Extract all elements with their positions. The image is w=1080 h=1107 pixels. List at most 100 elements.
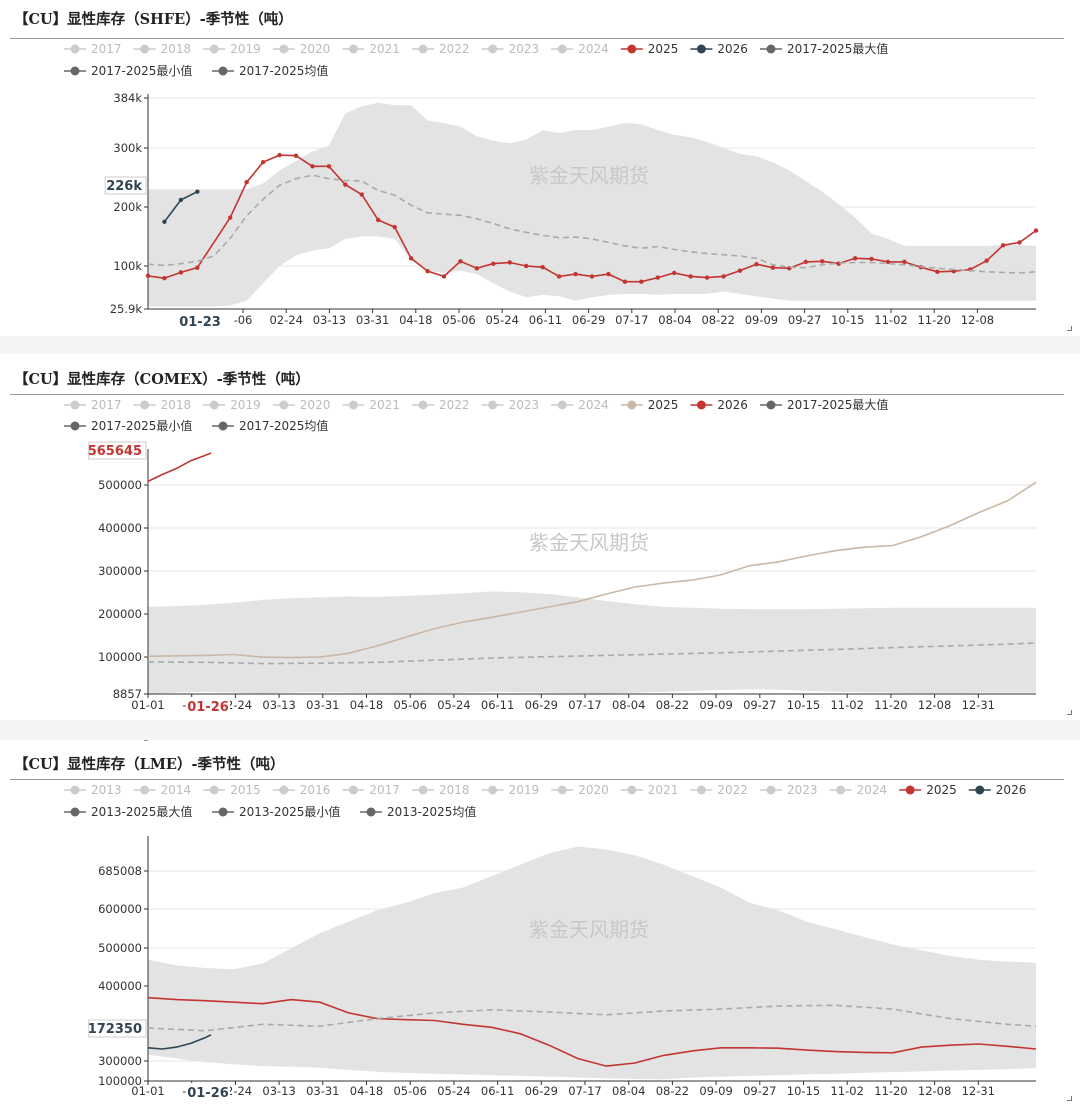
legend-dot-icon[interactable] <box>766 44 776 54</box>
x-highlight-bg <box>186 1083 230 1099</box>
legend-item[interactable]: 2017 <box>91 42 122 56</box>
legend-item[interactable]: 2022 <box>439 42 470 56</box>
legend-dot-icon[interactable] <box>218 66 228 76</box>
legend-dot-icon[interactable] <box>627 400 637 410</box>
legend-dot-icon[interactable] <box>488 44 498 54</box>
legend-item[interactable]: 2021 <box>648 783 679 797</box>
legend-dot-icon[interactable] <box>418 44 428 54</box>
legend-dot-icon[interactable] <box>418 400 428 410</box>
resize-corner-icon[interactable] <box>1067 326 1072 331</box>
legend-dot-icon[interactable] <box>140 400 150 410</box>
legend-dot-icon[interactable] <box>766 400 776 410</box>
legend-dot-icon[interactable] <box>627 785 637 795</box>
legend-item[interactable]: 2014 <box>161 783 192 797</box>
legend-item[interactable]: 2017-2025最小值 <box>91 63 192 78</box>
legend-dot-icon[interactable] <box>557 44 567 54</box>
legend-item[interactable]: 2020 <box>300 398 331 412</box>
legend-dot-icon[interactable] <box>488 400 498 410</box>
legend-item[interactable]: 2013-2025最小值 <box>239 804 340 819</box>
legend-dot-icon[interactable] <box>366 807 376 817</box>
resize-corner-icon[interactable] <box>1067 710 1072 715</box>
legend-item[interactable]: 2020 <box>300 42 331 56</box>
legend-dot-icon[interactable] <box>209 44 219 54</box>
data-point <box>639 279 644 284</box>
legend-dot-icon[interactable] <box>348 785 358 795</box>
legend-dot-icon[interactable] <box>209 400 219 410</box>
legend-item[interactable]: 2022 <box>717 783 748 797</box>
legend-dot-icon[interactable] <box>905 785 915 795</box>
legend-item[interactable]: 2019 <box>230 42 261 56</box>
legend-dot-icon[interactable] <box>348 400 358 410</box>
legend-item[interactable]: 2016 <box>300 783 331 797</box>
legend-item[interactable]: 2013-2025均值 <box>387 804 476 819</box>
legend-dot-icon[interactable] <box>140 785 150 795</box>
legend-item[interactable]: 2021 <box>369 42 400 56</box>
legend-item[interactable]: 2017-2025均值 <box>239 418 328 433</box>
legend-dot-icon[interactable] <box>70 66 80 76</box>
legend-item[interactable]: 2026 <box>717 42 748 56</box>
legend-item[interactable]: 2024 <box>578 398 609 412</box>
legend-item[interactable]: 2024 <box>578 42 609 56</box>
legend-dot-icon[interactable] <box>70 400 80 410</box>
legend-dot-icon[interactable] <box>279 785 289 795</box>
legend-dot-icon[interactable] <box>70 807 80 817</box>
legend-item[interactable]: 2026 <box>996 783 1027 797</box>
legend-dot-icon[interactable] <box>348 44 358 54</box>
legend-item[interactable]: 2013-2025最大值 <box>91 804 192 819</box>
legend-dot-icon[interactable] <box>696 400 706 410</box>
data-point <box>178 270 184 275</box>
legend-dot-icon[interactable] <box>70 44 80 54</box>
data-point <box>145 273 151 279</box>
legend-item[interactable]: 2020 <box>578 783 609 797</box>
legend-dot-icon[interactable] <box>627 44 637 54</box>
legend-item[interactable]: 2024 <box>857 783 888 797</box>
legend-dot-icon[interactable] <box>557 785 567 795</box>
legend-item[interactable]: 2018 <box>439 783 470 797</box>
legend-dot-icon[interactable] <box>836 785 846 795</box>
legend-dot-icon[interactable] <box>140 44 150 54</box>
legend-dot-icon[interactable] <box>279 44 289 54</box>
legend-dot-icon[interactable] <box>488 785 498 795</box>
data-point <box>984 258 989 263</box>
legend-dot-icon[interactable] <box>70 421 80 431</box>
x-tick-label: 10-15 <box>787 1084 820 1098</box>
x-tick-label: 10-15 <box>787 698 820 712</box>
legend-dot-icon[interactable] <box>70 785 80 795</box>
legend-dot-icon[interactable] <box>209 785 219 795</box>
legend-item[interactable]: 2019 <box>509 783 540 797</box>
legend-item[interactable]: 2025 <box>926 783 957 797</box>
legend-item[interactable]: 2013 <box>91 783 122 797</box>
legend-dot-icon[interactable] <box>696 785 706 795</box>
legend-item[interactable]: 2017-2025最大值 <box>787 41 888 56</box>
legend-item[interactable]: 2017-2025最小值 <box>91 418 192 433</box>
legend-dot-icon[interactable] <box>696 44 706 54</box>
legend-item[interactable]: 2017 <box>91 398 122 412</box>
legend-dot-icon[interactable] <box>975 785 985 795</box>
legend-item[interactable]: 2021 <box>369 398 400 412</box>
legend-item[interactable]: 2017-2025最大值 <box>787 397 888 412</box>
legend-dot-icon[interactable] <box>218 807 228 817</box>
legend-dot-icon[interactable] <box>766 785 776 795</box>
legend-item[interactable]: 2017 <box>369 783 400 797</box>
legend-item[interactable]: 2015 <box>230 783 261 797</box>
legend-item[interactable]: 2023 <box>787 783 818 797</box>
legend-item[interactable]: 2022 <box>439 398 470 412</box>
legend-item[interactable]: 2026 <box>717 398 748 412</box>
legend-item[interactable]: 2018 <box>161 42 192 56</box>
resize-corner-icon[interactable] <box>1067 1096 1072 1101</box>
legend-dot-icon[interactable] <box>218 421 228 431</box>
legend-dot-icon[interactable] <box>418 785 428 795</box>
legend-item[interactable]: 2017-2025均值 <box>239 63 328 78</box>
legend-item[interactable]: 2023 <box>509 398 540 412</box>
legend-item[interactable]: 2025 <box>648 42 679 56</box>
legend-dot-icon[interactable] <box>279 400 289 410</box>
legend-item[interactable]: 2018 <box>161 398 192 412</box>
legend-item[interactable]: 2023 <box>509 42 540 56</box>
legend-dot-icon[interactable] <box>557 400 567 410</box>
title-divider <box>10 38 1064 39</box>
x-tick-label: 06-29 <box>572 313 605 327</box>
x-tick-label: 01-01 <box>131 1084 164 1098</box>
legend-item[interactable]: 2025 <box>648 398 679 412</box>
legend-item[interactable]: 2019 <box>230 398 261 412</box>
data-point <box>852 256 858 261</box>
